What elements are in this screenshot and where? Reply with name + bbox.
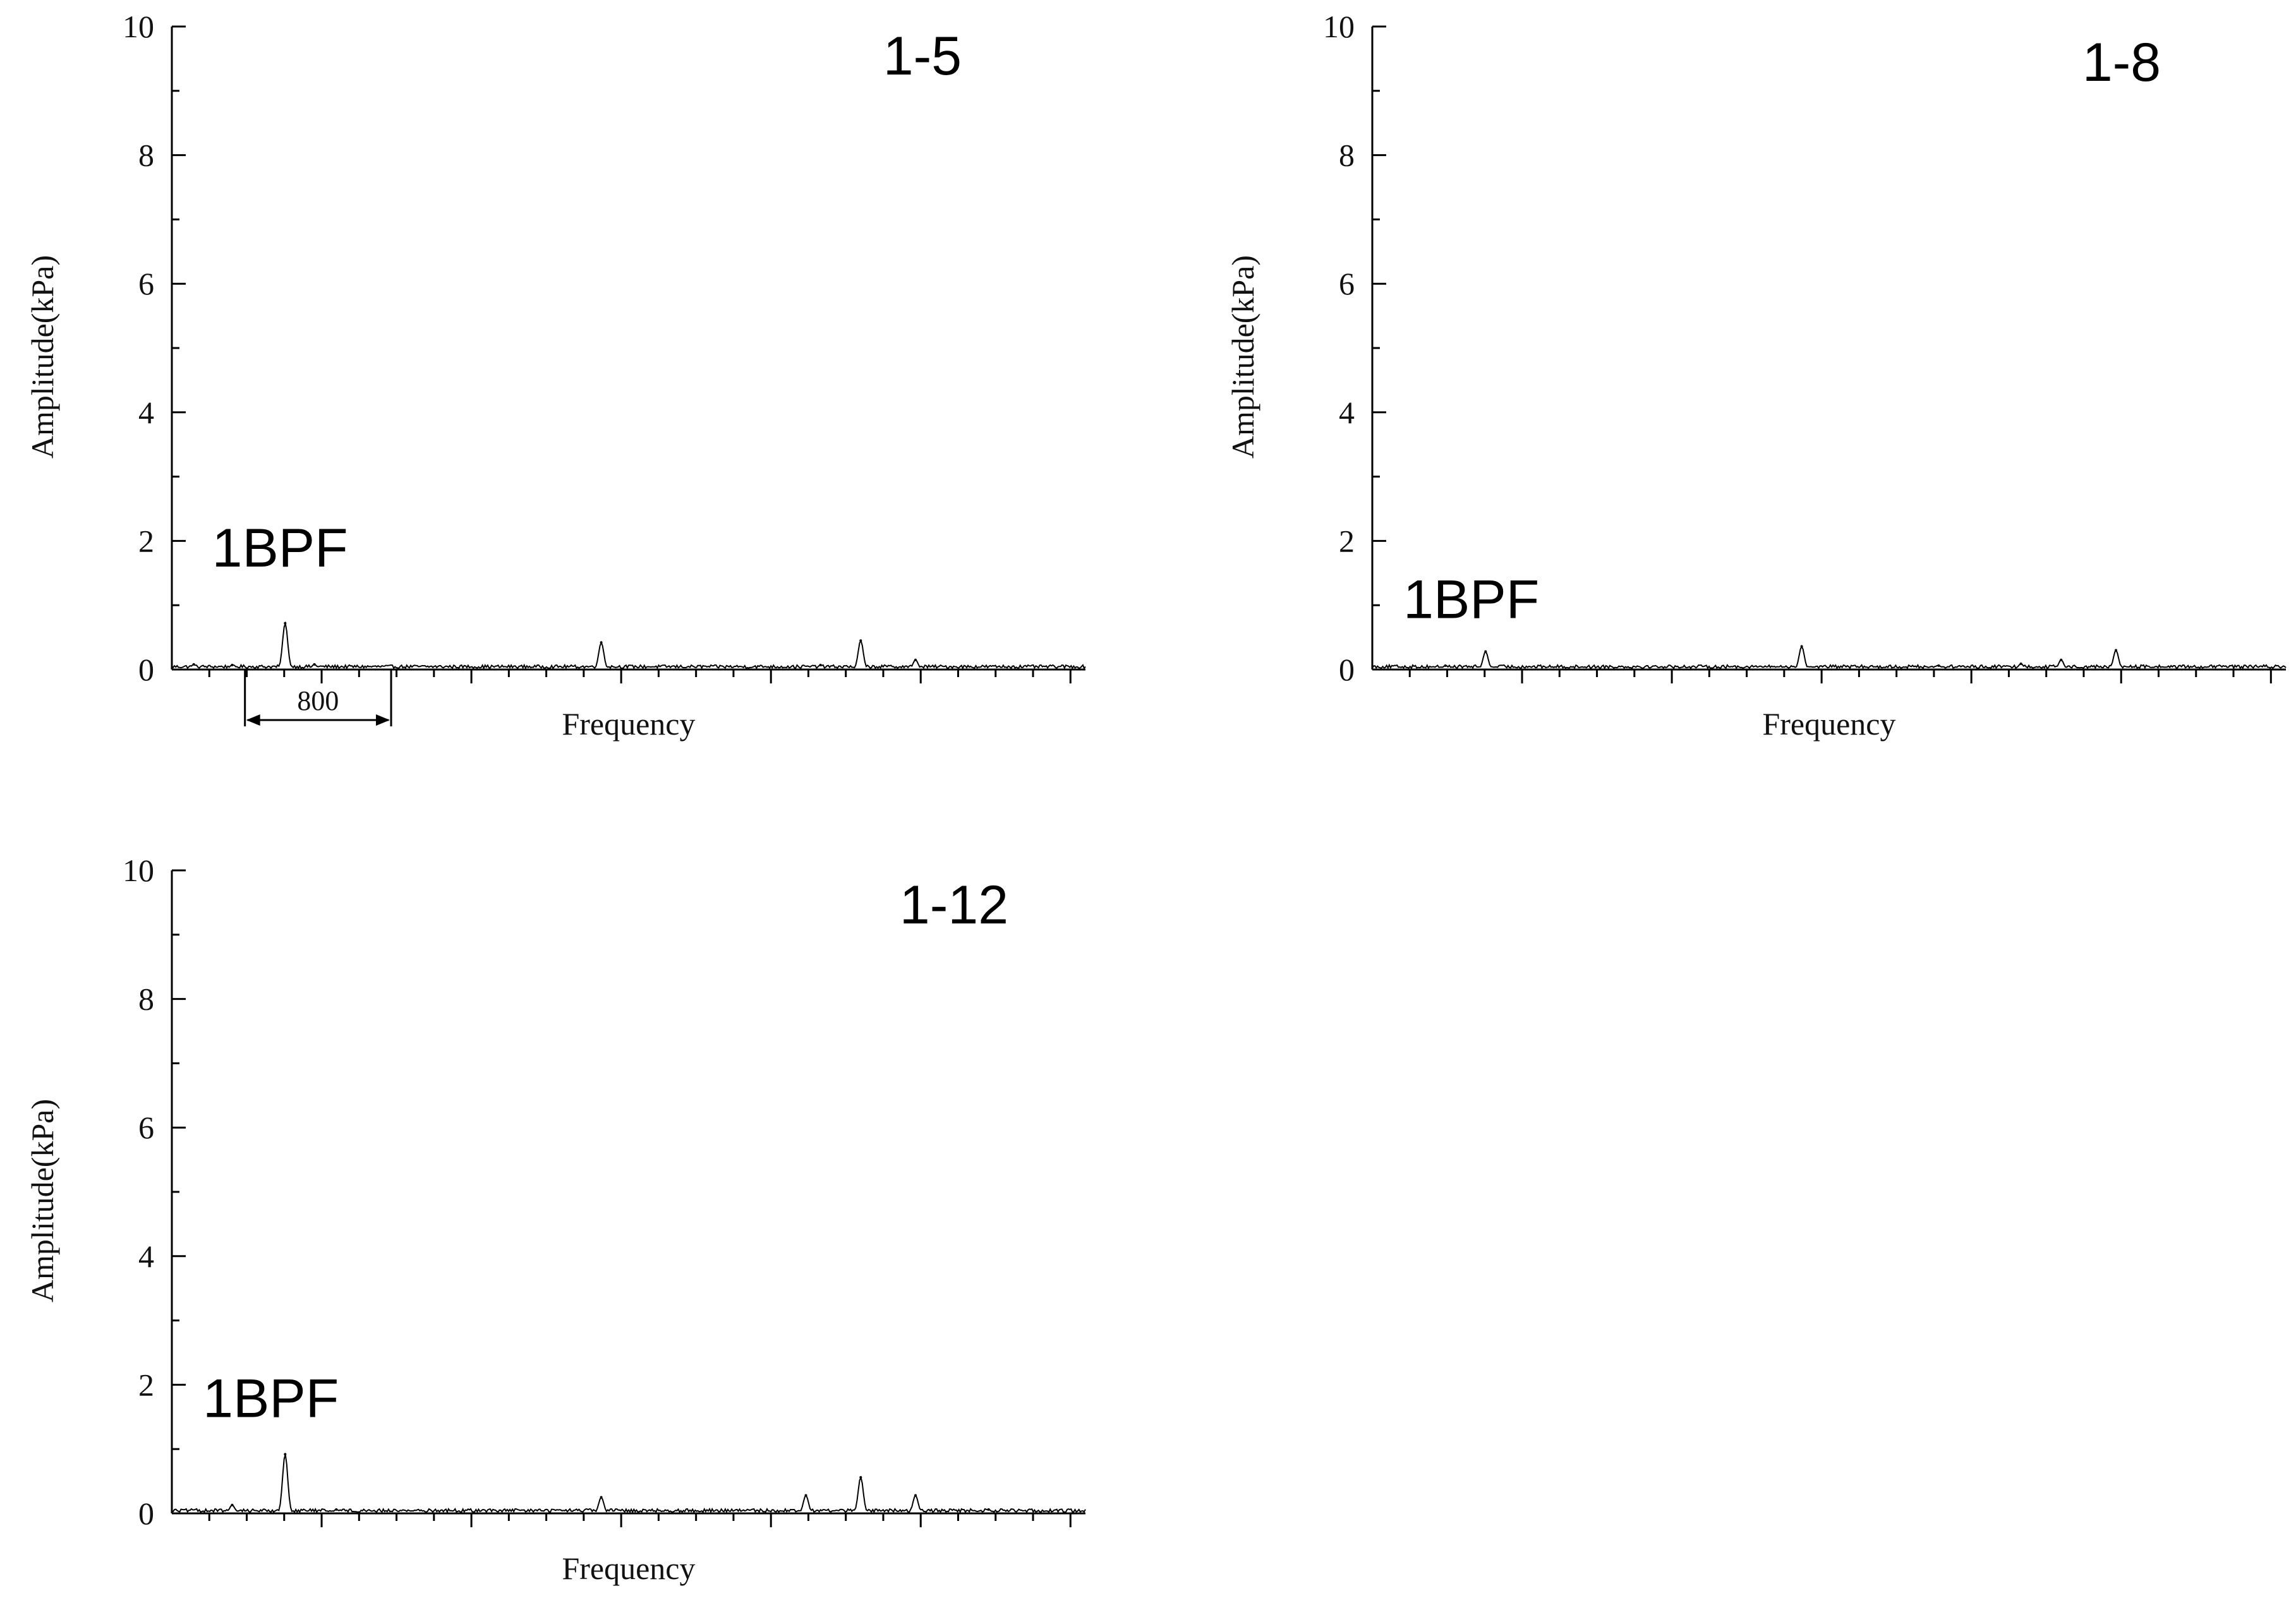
spectrum-peak-point xyxy=(1444,664,1447,667)
annotation-label: 1BPF xyxy=(203,1368,339,1429)
spectrum-peak-point xyxy=(192,663,195,666)
y-tick-label: 8 xyxy=(138,982,154,1017)
chart-panel-3: 0 2 4 6 8 10 Amplitude(kPa) Frequency 1-12 1BPF xyxy=(25,853,1086,1586)
panel-title: 1-12 xyxy=(900,875,1008,935)
y-axis-label: Amplitude(kPa) xyxy=(1225,255,1260,459)
annotation-label: 1BPF xyxy=(1403,570,1539,630)
spectrum-peak-point xyxy=(804,1494,807,1497)
spectrum-peak-point xyxy=(914,1494,917,1497)
y-tick-label: 6 xyxy=(138,266,154,301)
spectrum-peak-point xyxy=(2060,658,2063,661)
y-tick-label: 4 xyxy=(138,1239,154,1274)
y-axis-label: Amplitude(kPa) xyxy=(25,255,60,459)
y-tick-label: 2 xyxy=(138,1367,154,1402)
spectrum-peak-point xyxy=(284,622,287,625)
chart-panel-1: 0 2 4 6 8 10 Amplitude(kPa) Frequency 1-5 1BPF 800 xyxy=(25,9,1086,742)
y-tick-label: 0 xyxy=(138,1496,154,1531)
spectrum-peak-point xyxy=(819,663,822,666)
spectrum-peak-point xyxy=(2019,662,2022,665)
spectrum-peak-point xyxy=(1937,664,1940,667)
x-axis-label: Frequency xyxy=(562,1551,695,1586)
spectrum-peak-point xyxy=(859,639,862,642)
panel-title: 1-5 xyxy=(883,26,962,87)
spectrum-peak-point xyxy=(987,1508,990,1511)
y-tick-label: 10 xyxy=(1323,9,1355,44)
y-tick-label: 10 xyxy=(123,853,154,888)
x-axis-label: Frequency xyxy=(562,706,695,742)
y-tick-label: 8 xyxy=(1339,138,1355,173)
y-axis-label: Amplitude(kPa) xyxy=(25,1099,60,1302)
dimension-label: 800 xyxy=(297,685,339,716)
chart-panel-2: 0 2 4 6 8 10 Amplitude(kPa) Frequency 1-8 1BPF xyxy=(1225,9,2287,742)
spectrum-peak-point xyxy=(600,641,603,644)
spectrum-peak-point xyxy=(859,1475,862,1479)
spectrum-series-line xyxy=(171,1454,1086,1514)
spectrum-peak-point xyxy=(335,1508,338,1511)
y-tick-label: 4 xyxy=(1339,395,1355,430)
spectrum-peak-point xyxy=(1800,645,1803,648)
spectrum-peak-point xyxy=(2115,649,2118,652)
annotation-label: 1BPF xyxy=(212,518,348,579)
spectrum-peak-point xyxy=(914,658,917,661)
spectrum-series-line xyxy=(171,621,1086,670)
y-tick-label: 6 xyxy=(1339,266,1355,301)
y-tick-label: 0 xyxy=(1339,652,1355,687)
spectrum-peak-point xyxy=(231,663,234,666)
dimension-arrowhead-left xyxy=(246,714,260,726)
spectrum-peak-point xyxy=(313,663,316,666)
y-tick-label: 2 xyxy=(138,523,154,558)
y-tick-label: 8 xyxy=(138,138,154,173)
dimension-arrowhead-right xyxy=(376,714,390,726)
spectrum-peak-point xyxy=(284,1453,287,1456)
y-tick-label: 2 xyxy=(1339,523,1355,558)
y-tick-label: 10 xyxy=(123,9,154,44)
spectrum-peak-point xyxy=(600,1496,603,1499)
spectrum-series-line xyxy=(1372,645,2287,670)
y-tick-label: 6 xyxy=(138,1110,154,1145)
y-tick-label: 4 xyxy=(138,395,154,430)
spectrum-peak-point xyxy=(1484,650,1487,653)
x-axis-label: Frequency xyxy=(1762,706,1895,742)
spectrum-peak-point xyxy=(231,1503,234,1506)
panel-title: 1-8 xyxy=(2082,32,2161,93)
y-tick-label: 0 xyxy=(138,652,154,687)
